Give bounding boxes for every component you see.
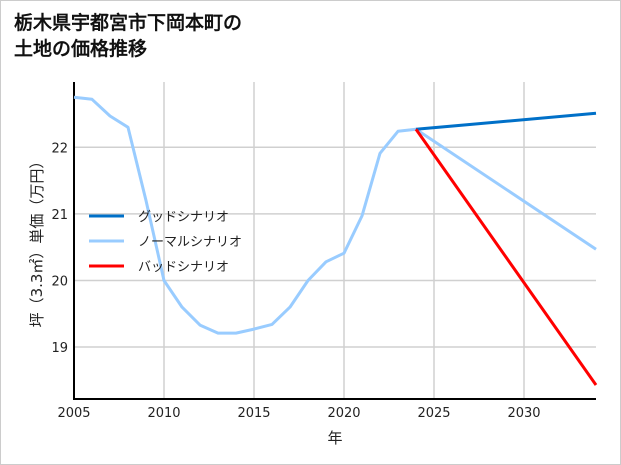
x-axis-label: 年 [327, 429, 342, 447]
x-tick-label: 2005 [57, 406, 90, 421]
y-tick-label: 20 [51, 274, 68, 289]
x-tick-label: 2010 [147, 406, 180, 421]
x-tick-label: 2025 [417, 406, 450, 421]
legend-label: グッドシナリオ [138, 210, 229, 225]
y-tick-label: 19 [51, 341, 68, 356]
series-line-0 [415, 111, 597, 131]
y-tick-label: 21 [51, 208, 68, 223]
y-tick-label: 22 [51, 141, 68, 156]
series-line-1 [73, 95, 597, 335]
legend-label: ノーマルシナリオ [138, 235, 242, 250]
y-axis-label: 坪（3.3㎡）単価（万円） [28, 154, 46, 328]
series-line-2 [414, 128, 598, 386]
chart-title: 栃木県宇都宮市下岡本町の 土地の価格推移 [14, 12, 243, 60]
x-tick-label: 2030 [507, 406, 540, 421]
x-tick-label: 2020 [327, 406, 360, 421]
legend-label: バッドシナリオ [138, 260, 229, 275]
x-tick-label: 2015 [237, 406, 270, 421]
